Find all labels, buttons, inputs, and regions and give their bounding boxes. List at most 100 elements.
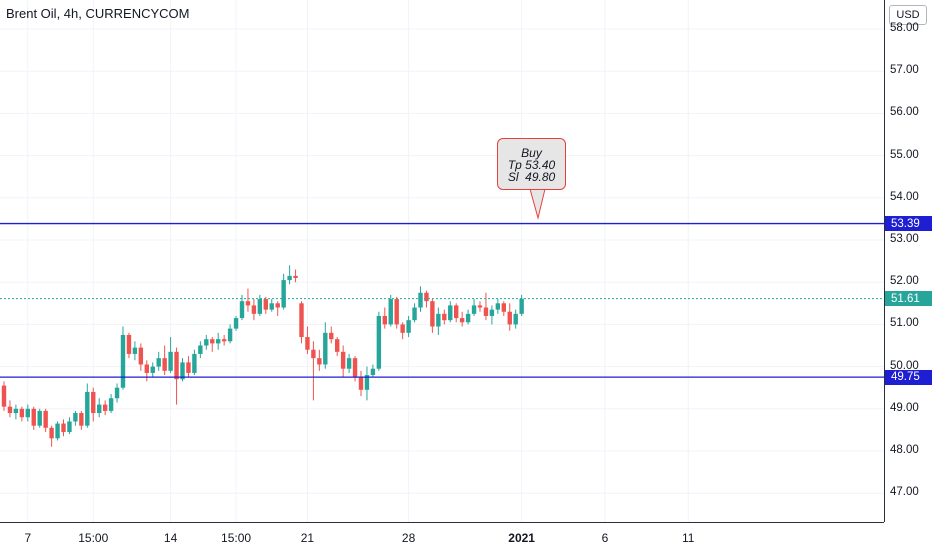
candle-body [108, 398, 114, 411]
candle-body [210, 339, 215, 344]
candle-body [85, 391, 90, 426]
candle-body [43, 410, 48, 428]
candle-body [311, 349, 316, 359]
candle-body [150, 366, 155, 373]
candle [448, 301, 453, 323]
candle [13, 404, 19, 420]
candle-body [126, 334, 132, 354]
candle [346, 353, 352, 373]
time-tick-label: 15:00 [78, 531, 109, 545]
candle-body [448, 305, 453, 321]
candle-body [424, 292, 429, 302]
price-tick-label: 50.00 [890, 359, 919, 372]
candle [233, 315, 239, 331]
candle [156, 351, 161, 371]
candle [406, 315, 411, 338]
candle-body [394, 299, 399, 325]
candle-body [346, 358, 352, 369]
candle-body [168, 351, 173, 371]
candle-body [358, 377, 364, 390]
time-tick-label: 6 [601, 531, 609, 545]
candle-body [495, 303, 501, 310]
candle-body [376, 315, 382, 369]
price-tick-label: 47.00 [890, 486, 919, 499]
candle-body [436, 313, 441, 327]
candle [198, 341, 203, 359]
candle [55, 421, 60, 441]
price-tick-label: 55.00 [890, 148, 919, 161]
candle-body [329, 332, 334, 340]
candle [210, 337, 215, 352]
candle-body [388, 299, 393, 325]
price-tick-label: 49.00 [890, 401, 919, 414]
candle [501, 301, 506, 316]
candle [114, 383, 120, 403]
candle-body [483, 307, 489, 316]
candle-body [192, 353, 197, 373]
candle-body [382, 315, 387, 325]
candle-body [418, 292, 423, 308]
time-tick-label: 2021 [508, 531, 535, 545]
candle-body [340, 351, 346, 369]
candle-body [507, 311, 512, 325]
candle-body [227, 328, 233, 342]
candle-body [513, 313, 518, 325]
candle [311, 341, 316, 401]
currency-button[interactable]: USD [889, 5, 927, 25]
candle [483, 292, 489, 321]
candle-body [257, 299, 263, 314]
candle-body [156, 358, 161, 367]
candle-body [73, 413, 78, 422]
candle [7, 400, 13, 418]
candle-body [25, 408, 30, 418]
time-tick-label: 11 [682, 531, 695, 545]
candle [471, 299, 477, 316]
candle [144, 360, 149, 382]
candle [513, 309, 518, 329]
candle-body [198, 345, 203, 354]
price-tick-label: 52.00 [890, 275, 919, 288]
candle [257, 294, 263, 316]
candle [227, 324, 233, 344]
time-tick-label: 7 [24, 531, 32, 545]
chart-grid [0, 0, 884, 522]
candle-body [370, 368, 376, 376]
candle [97, 398, 102, 418]
candle [477, 301, 483, 312]
candle-body [412, 307, 417, 321]
candle-body [216, 339, 221, 344]
candle-body [281, 280, 286, 308]
candle-body [221, 339, 227, 342]
candle-body [323, 332, 328, 365]
candle [49, 425, 54, 447]
price-tick-label: 51.00 [890, 317, 919, 330]
candle [132, 341, 138, 361]
price-tick-label: 48.00 [890, 444, 919, 456]
candle [168, 337, 173, 373]
candle [495, 299, 501, 314]
candle [412, 303, 417, 323]
candle-body [287, 275, 292, 281]
candle [43, 408, 48, 433]
candle [376, 311, 382, 371]
callout-line-tp: Tp 53.40 [507, 158, 556, 172]
candle [108, 394, 114, 414]
candle-body [144, 364, 149, 373]
chart-title: Brent Oil, 4h, CURRENCYCOM [6, 6, 190, 21]
candle [459, 311, 465, 327]
candle [454, 303, 459, 323]
candle-body [406, 320, 411, 333]
candle-body [37, 410, 42, 426]
callout-line-sl: Sl 49.80 [507, 170, 556, 184]
candle [388, 294, 393, 327]
candle-series [1, 265, 524, 447]
candle [287, 265, 292, 285]
candle-body [299, 303, 304, 338]
candle [126, 332, 132, 359]
candle-body [61, 423, 66, 433]
candle-body [31, 408, 36, 426]
candle [430, 299, 435, 333]
candle-body [162, 358, 167, 371]
candle-body [138, 347, 144, 365]
